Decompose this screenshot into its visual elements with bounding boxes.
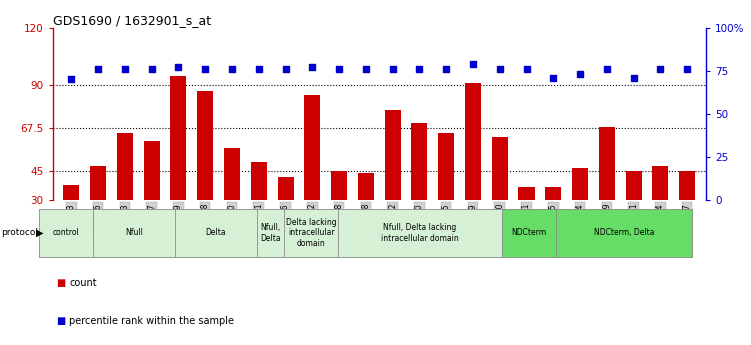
Point bbox=[654, 66, 666, 72]
Bar bbox=[518, 187, 535, 258]
Point bbox=[413, 66, 425, 72]
Text: count: count bbox=[69, 278, 97, 288]
Bar bbox=[90, 166, 106, 258]
Text: GDS1690 / 1632901_s_at: GDS1690 / 1632901_s_at bbox=[53, 14, 211, 27]
Bar bbox=[438, 133, 454, 258]
Bar bbox=[304, 95, 321, 258]
Point bbox=[279, 66, 291, 72]
Bar bbox=[117, 133, 133, 258]
Point bbox=[387, 66, 399, 72]
Bar bbox=[599, 127, 615, 258]
Text: ▶: ▶ bbox=[36, 228, 44, 238]
Text: percentile rank within the sample: percentile rank within the sample bbox=[69, 316, 234, 326]
Point bbox=[574, 71, 586, 77]
Text: NDCterm: NDCterm bbox=[511, 228, 547, 237]
Point bbox=[601, 66, 613, 72]
Bar bbox=[251, 162, 267, 258]
Text: ■: ■ bbox=[56, 278, 65, 288]
Bar bbox=[143, 141, 160, 258]
Text: NDCterm, Delta: NDCterm, Delta bbox=[594, 228, 655, 237]
Bar bbox=[653, 166, 668, 258]
Point bbox=[333, 66, 345, 72]
Point bbox=[306, 65, 318, 70]
Bar bbox=[545, 187, 561, 258]
Bar bbox=[357, 173, 374, 258]
Bar bbox=[679, 171, 695, 258]
Text: Nfull,
Delta: Nfull, Delta bbox=[260, 223, 281, 243]
Bar bbox=[224, 148, 240, 258]
Point bbox=[360, 66, 372, 72]
Text: Delta: Delta bbox=[206, 228, 226, 237]
Point bbox=[547, 75, 559, 80]
Bar bbox=[170, 76, 186, 258]
Text: protocol: protocol bbox=[2, 228, 38, 237]
Point bbox=[92, 66, 104, 72]
Bar bbox=[492, 137, 508, 258]
Bar bbox=[572, 168, 588, 258]
Text: Delta lacking
intracellular
domain: Delta lacking intracellular domain bbox=[286, 218, 336, 248]
Point bbox=[681, 66, 693, 72]
Point bbox=[440, 66, 452, 72]
Point bbox=[173, 65, 185, 70]
Point bbox=[226, 66, 238, 72]
Point bbox=[199, 66, 211, 72]
Bar bbox=[198, 91, 213, 258]
Point bbox=[119, 66, 131, 72]
Bar bbox=[278, 177, 294, 258]
Point bbox=[493, 66, 505, 72]
Bar bbox=[331, 171, 347, 258]
Point bbox=[467, 61, 479, 67]
Bar bbox=[412, 124, 427, 258]
Bar bbox=[465, 83, 481, 258]
Bar bbox=[385, 110, 401, 258]
Point bbox=[628, 75, 640, 80]
Point bbox=[520, 66, 532, 72]
Text: ■: ■ bbox=[56, 316, 65, 326]
Point bbox=[65, 77, 77, 82]
Text: Nfull: Nfull bbox=[125, 228, 143, 237]
Point bbox=[253, 66, 265, 72]
Bar bbox=[63, 185, 80, 258]
Text: control: control bbox=[53, 228, 80, 237]
Text: Nfull, Delta lacking
intracellular domain: Nfull, Delta lacking intracellular domai… bbox=[382, 223, 459, 243]
Bar bbox=[626, 171, 641, 258]
Point bbox=[146, 66, 158, 72]
